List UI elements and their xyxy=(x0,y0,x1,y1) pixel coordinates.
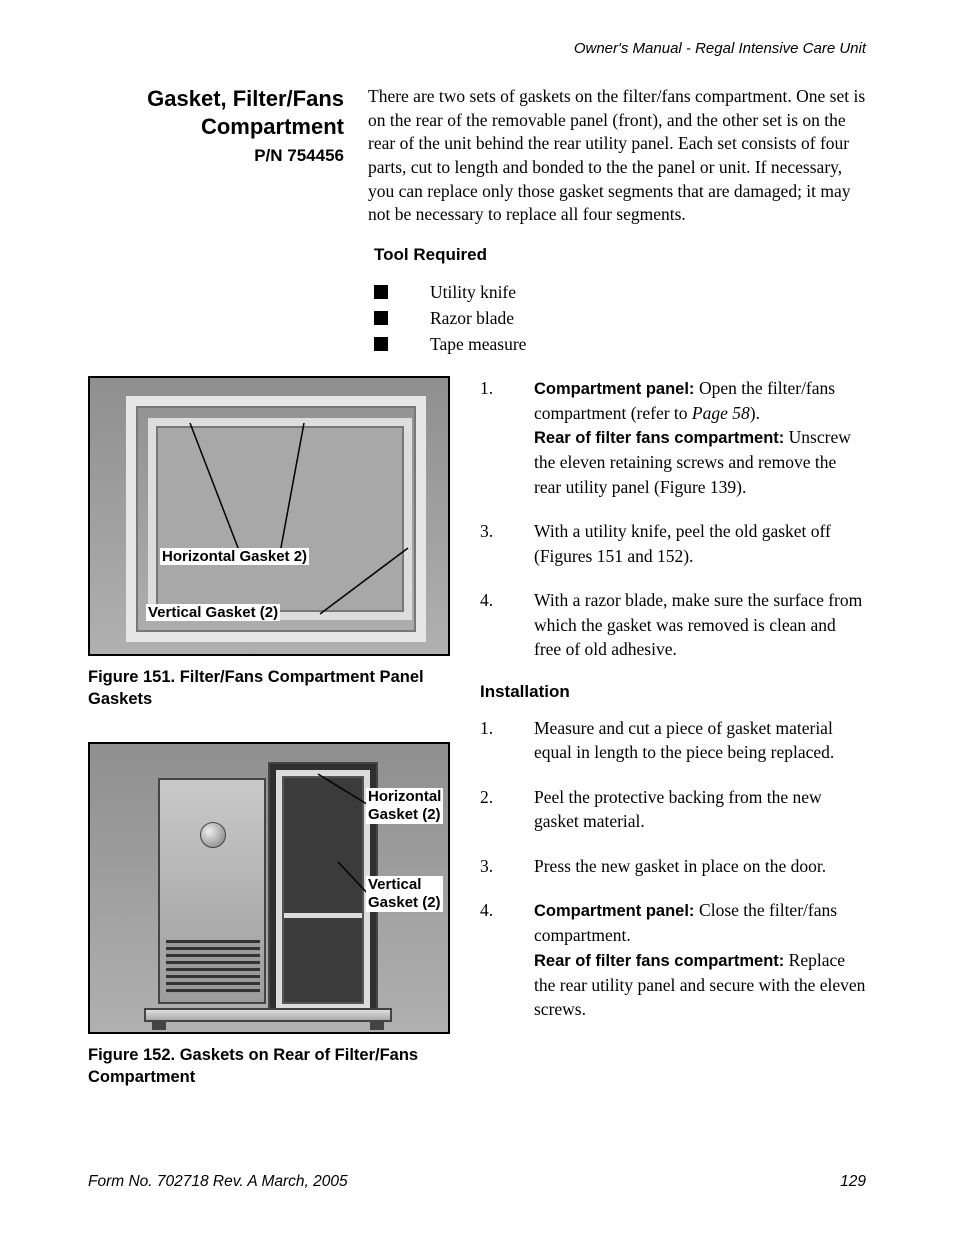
figure-152: HorizontalGasket (2) VerticalGasket (2) xyxy=(88,742,450,1034)
step: 3.With a utility knife, peel the old gas… xyxy=(480,519,866,568)
section-heading-block: Gasket, Filter/Fans Compartment P/N 7544… xyxy=(88,85,866,227)
machine-illustration xyxy=(158,762,378,1020)
fig152-label-vertical: VerticalGasket (2) xyxy=(366,876,443,912)
bullet-icon xyxy=(374,337,388,351)
fig151-label-vertical: Vertical Gasket (2) xyxy=(146,604,280,621)
installation-heading: Installation xyxy=(480,682,866,702)
tool-item: Utility knife xyxy=(374,279,866,305)
step-number: 1. xyxy=(480,716,534,765)
fig151-label-horizontal: Horizontal Gasket 2) xyxy=(160,548,309,565)
step-body: Press the new gasket in place on the doo… xyxy=(534,854,866,879)
installation-steps: 1.Measure and cut a piece of gasket mate… xyxy=(480,716,866,1022)
bullet-icon xyxy=(374,285,388,299)
section-title-wrap: Gasket, Filter/Fans Compartment P/N 7544… xyxy=(88,85,344,227)
two-column-layout: Horizontal Gasket 2) Vertical Gasket (2)… xyxy=(88,376,866,1089)
tool-list: Utility knife Razor blade Tape measure xyxy=(374,279,866,358)
running-head: Owner's Manual - Regal Intensive Care Un… xyxy=(88,40,866,57)
step-number: 4. xyxy=(480,588,534,662)
part-number: P/N 754456 xyxy=(88,146,344,166)
intro-paragraph: There are two sets of gaskets on the fil… xyxy=(368,85,866,227)
step-body: Peel the protective backing from the new… xyxy=(534,785,866,834)
figure-151-caption: Figure 151. Filter/Fans Compartment Pane… xyxy=(88,666,450,711)
step-body: Compartment panel: Open the filter/fans … xyxy=(534,376,866,500)
fig152-label-horizontal: HorizontalGasket (2) xyxy=(366,788,443,824)
page-footer: Form No. 702718 Rev. A March, 2005 129 xyxy=(88,1173,866,1191)
step-body: With a razor blade, make sure the surfac… xyxy=(534,588,866,662)
step-number: 2. xyxy=(480,785,534,834)
figures-column: Horizontal Gasket 2) Vertical Gasket (2)… xyxy=(88,376,450,1089)
section-title-line2: Compartment xyxy=(88,113,344,141)
tool-item-label: Razor blade xyxy=(430,305,514,331)
step: 1.Measure and cut a piece of gasket mate… xyxy=(480,716,866,765)
step-body: With a utility knife, peel the old gaske… xyxy=(534,519,866,568)
tool-required-heading: Tool Required xyxy=(374,245,866,265)
bullet-icon xyxy=(374,311,388,325)
figure-152-caption: Figure 152. Gaskets on Rear of Filter/Fa… xyxy=(88,1044,450,1089)
step: 3.Press the new gasket in place on the d… xyxy=(480,854,866,879)
tool-item: Razor blade xyxy=(374,305,866,331)
steps-column: 1.Compartment panel: Open the filter/fan… xyxy=(480,376,866,1089)
figure-151: Horizontal Gasket 2) Vertical Gasket (2) xyxy=(88,376,450,656)
step-body: Compartment panel: Close the filter/fans… xyxy=(534,898,866,1022)
step: 4.Compartment panel: Close the filter/fa… xyxy=(480,898,866,1022)
section-title-line1: Gasket, Filter/Fans xyxy=(88,85,344,113)
removal-steps: 1.Compartment panel: Open the filter/fan… xyxy=(480,376,866,662)
step: 1.Compartment panel: Open the filter/fan… xyxy=(480,376,866,500)
footer-form-info: Form No. 702718 Rev. A March, 2005 xyxy=(88,1173,348,1191)
tool-item-label: Utility knife xyxy=(430,279,516,305)
tool-item-label: Tape measure xyxy=(430,331,526,357)
step-number: 3. xyxy=(480,519,534,568)
step-number: 3. xyxy=(480,854,534,879)
page-number: 129 xyxy=(840,1173,866,1191)
step-number: 4. xyxy=(480,898,534,1022)
step-number: 1. xyxy=(480,376,534,500)
step: 4.With a razor blade, make sure the surf… xyxy=(480,588,866,662)
step-body: Measure and cut a piece of gasket materi… xyxy=(534,716,866,765)
tool-item: Tape measure xyxy=(374,331,866,357)
step: 2.Peel the protective backing from the n… xyxy=(480,785,866,834)
